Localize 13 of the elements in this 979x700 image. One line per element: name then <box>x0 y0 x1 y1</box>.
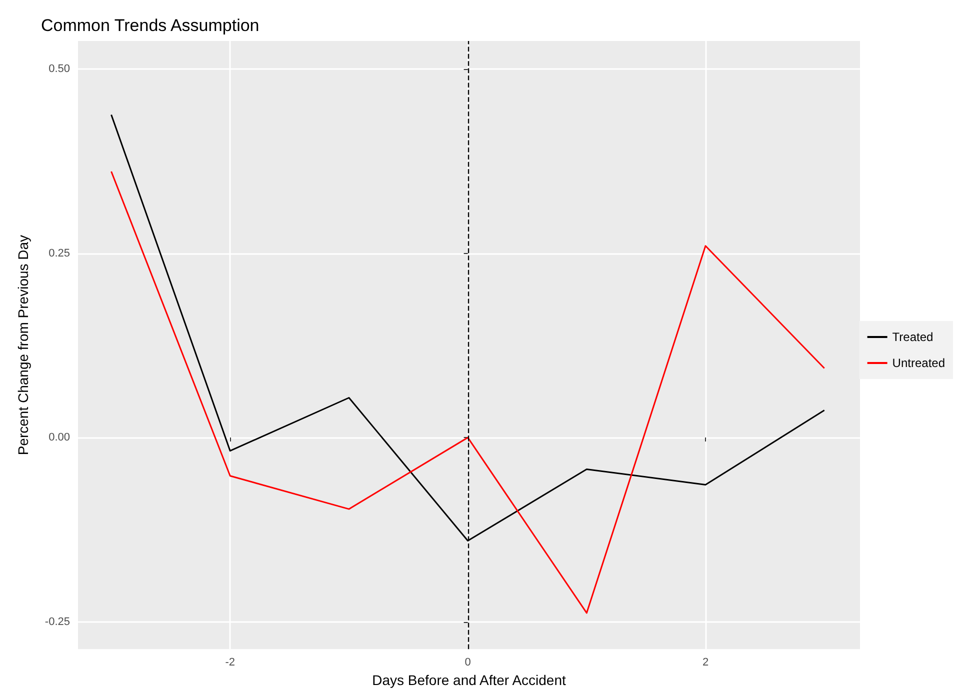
y-axis-title: Percent Change from Previous Day <box>15 234 31 456</box>
x-axis-title: Days Before and After Accident <box>372 672 566 688</box>
legend-label: Untreated <box>892 356 946 370</box>
y-tick-label: 0.50 <box>48 63 70 76</box>
y-tick-label: -0.25 <box>44 616 70 628</box>
line-series <box>110 170 826 614</box>
x-tick-label: -2 <box>225 656 236 669</box>
legend-label: Treated <box>892 330 934 344</box>
y-tick-label: 0.00 <box>48 432 70 444</box>
x-tick-label: 2 <box>702 656 709 669</box>
x-tick-label: 0 <box>464 656 471 669</box>
chart-title: Common Trends Assumption <box>41 16 260 35</box>
y-tick-label: 0.25 <box>48 247 70 260</box>
